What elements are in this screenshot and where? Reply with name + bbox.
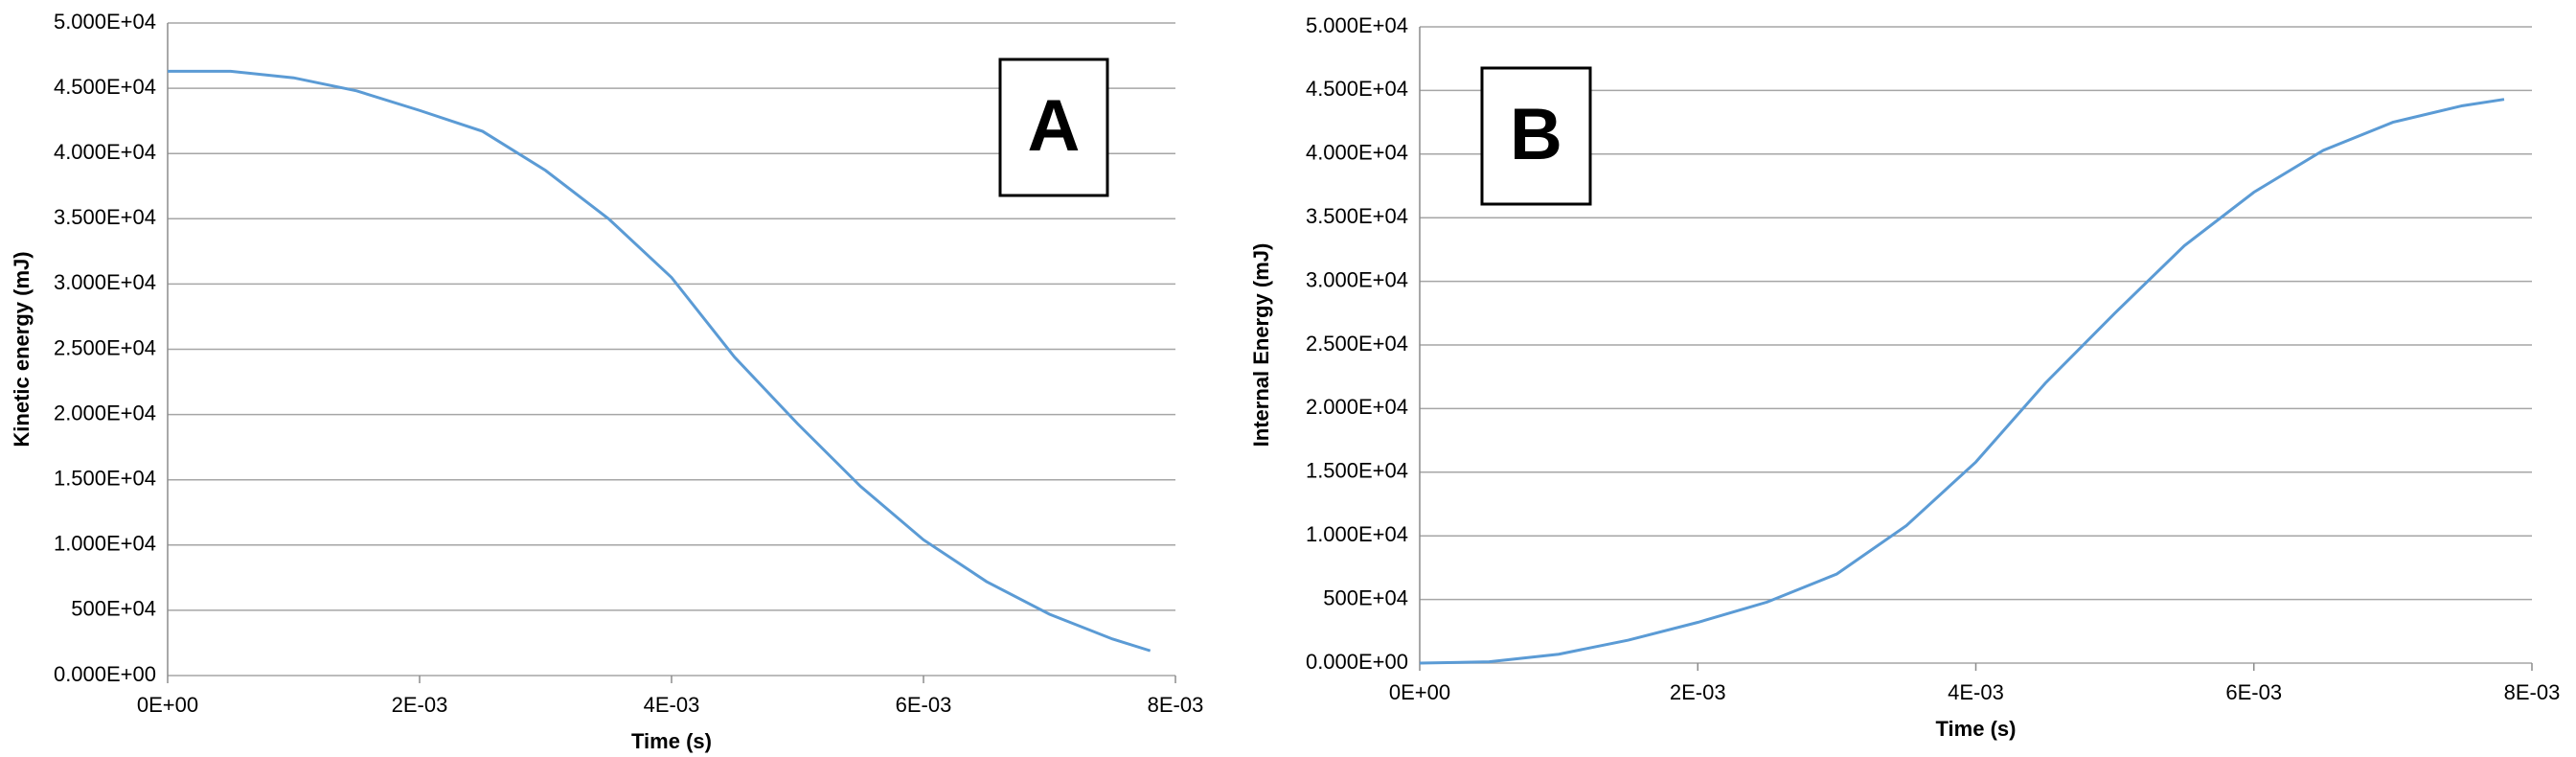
annotation: A bbox=[1028, 85, 1081, 167]
x-tick-label: 4E-03 bbox=[1948, 680, 2004, 704]
y-tick-label: 2.500E+04 bbox=[54, 335, 156, 359]
x-tick-label: 2E-03 bbox=[392, 693, 448, 717]
y-tick-label: 5.000E+04 bbox=[54, 10, 156, 34]
annotation-box bbox=[998, 57, 1109, 197]
x-tick-label: 6E-03 bbox=[2225, 680, 2282, 704]
x-tick-label: 0E+00 bbox=[1389, 680, 1450, 704]
y-axis-title: Kinetic energy (mJ) bbox=[10, 251, 34, 447]
y-tick-label: 1.000E+04 bbox=[54, 532, 156, 556]
y-tick-label: 1.500E+04 bbox=[54, 467, 156, 491]
annotation-box bbox=[1480, 66, 1592, 206]
y-tick-label: 2.000E+04 bbox=[54, 401, 156, 424]
y-tick-label: 1.000E+04 bbox=[1306, 522, 1408, 546]
y-tick-label: 1.500E+04 bbox=[1306, 459, 1408, 483]
y-tick-label: 3.500E+04 bbox=[54, 205, 156, 229]
x-tick-label: 8E-03 bbox=[1148, 693, 1204, 717]
x-tick-label: 8E-03 bbox=[2504, 680, 2561, 704]
y-tick-label: 3.500E+04 bbox=[1306, 204, 1408, 228]
x-tick-label: 6E-03 bbox=[896, 693, 952, 717]
x-tick-label: 2E-03 bbox=[1670, 680, 1726, 704]
x-tick-label: 4E-03 bbox=[644, 693, 700, 717]
y-tick-label: 4.500E+04 bbox=[1306, 77, 1408, 101]
x-axis-title: Time (s) bbox=[631, 729, 712, 753]
y-tick-label: 3.000E+04 bbox=[54, 270, 156, 294]
y-axis-title: Internal Energy (mJ) bbox=[1249, 243, 1273, 447]
data-line bbox=[1419, 98, 2505, 665]
x-tick-label: 0E+00 bbox=[137, 693, 198, 717]
y-tick-label: 0.000E+00 bbox=[1306, 650, 1408, 674]
y-tick-label: 2.500E+04 bbox=[1306, 332, 1408, 356]
y-tick-label: 4.000E+04 bbox=[54, 140, 156, 164]
y-tick-label: 500E+04 bbox=[1323, 585, 1408, 609]
y-tick-label: 5.000E+04 bbox=[1306, 13, 1408, 37]
y-tick-label: 0.000E+00 bbox=[54, 662, 156, 686]
x-axis-title: Time (s) bbox=[1936, 717, 2017, 741]
data-line bbox=[168, 69, 1151, 653]
y-tick-label: 2.000E+04 bbox=[1306, 395, 1408, 419]
y-tick-label: 4.000E+04 bbox=[1306, 141, 1408, 165]
annotation: B bbox=[1510, 94, 1562, 175]
y-tick-label: 500E+04 bbox=[71, 597, 156, 621]
y-tick-label: 4.500E+04 bbox=[54, 75, 156, 99]
y-tick-label: 3.000E+04 bbox=[1306, 267, 1408, 291]
